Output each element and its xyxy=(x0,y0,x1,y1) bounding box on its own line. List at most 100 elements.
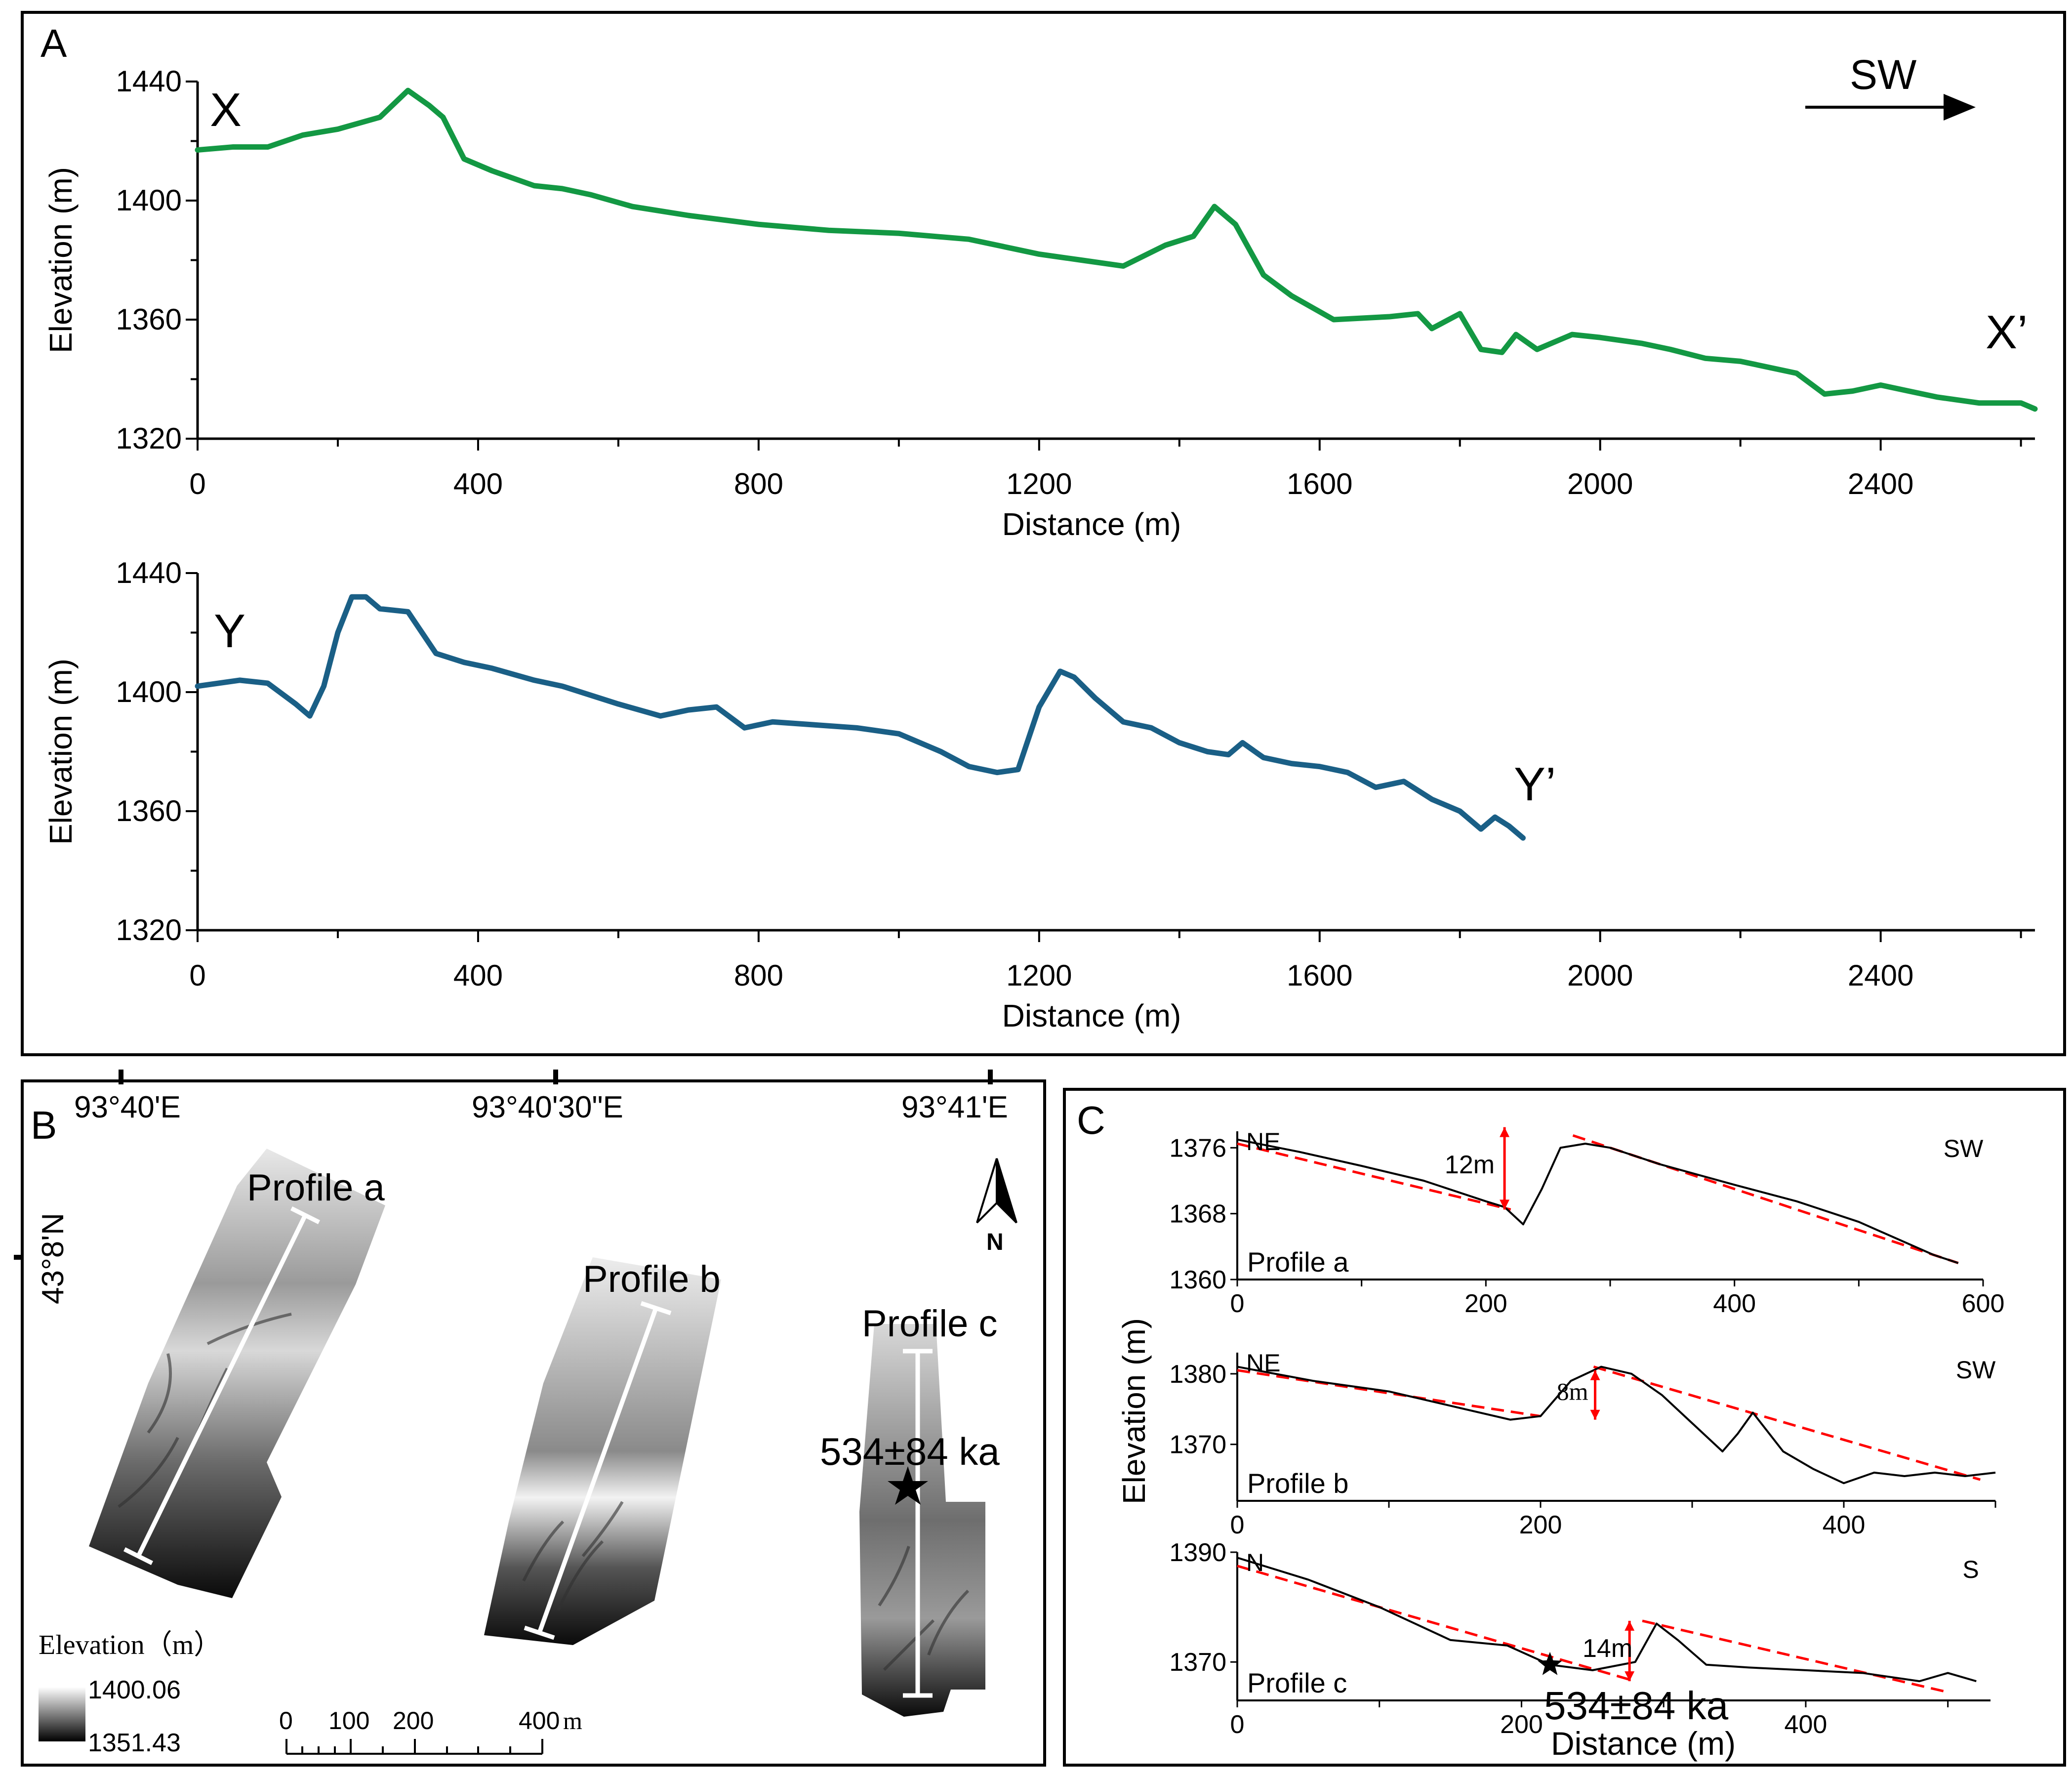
y-tick-label: 1320 xyxy=(116,913,182,947)
y-tick-label: 1368 xyxy=(1169,1200,1226,1229)
profile-name-label: Profile a xyxy=(1247,1246,1349,1278)
x-tick-label: 400 xyxy=(1713,1289,1756,1318)
x-tick-label: 2000 xyxy=(1567,959,1633,992)
profile-end-label: X’ xyxy=(1986,306,2028,359)
profile-a-chart: 1360 1368 1376 0 200 400 600 Profile a NE SW 12m xyxy=(1169,1127,2004,1318)
panel-c-frame xyxy=(1063,1088,2066,1767)
profile-line xyxy=(1237,1557,1977,1683)
legend-title: Elevation（m） xyxy=(39,1630,221,1660)
offset-label: 12m xyxy=(1445,1151,1495,1179)
y-tick-label: 1370 xyxy=(1169,1431,1226,1459)
lon-label-2: 93°40'30"E xyxy=(472,1090,623,1124)
y-tick-label: 1370 xyxy=(1169,1648,1226,1677)
profile-left-direction: NE xyxy=(1246,1349,1280,1377)
legend-min-label: 1351.43 xyxy=(88,1729,181,1757)
lat-label: 43°8'N xyxy=(36,1213,70,1304)
offset-arrowhead xyxy=(1500,1199,1510,1210)
sample-star-icon xyxy=(888,1466,928,1505)
scale-tick-400: 400 xyxy=(519,1707,560,1735)
x-tick-label: 400 xyxy=(453,467,503,500)
panel-a-frame xyxy=(21,11,2066,1056)
profile-left-direction: NE xyxy=(1246,1128,1280,1156)
lon-label-1: 93°40'E xyxy=(74,1090,181,1124)
panel-b-label: B xyxy=(31,1103,57,1147)
fit-line xyxy=(1593,1365,1981,1481)
x-tick-label: 800 xyxy=(734,467,783,500)
y-tick-label: 1400 xyxy=(116,675,182,708)
sample-star-icon xyxy=(1538,1652,1562,1675)
offset-label: 14m xyxy=(1583,1634,1632,1663)
profile-x-chart: 1320 1360 1400 1440 0 400 800 1200 1600 2000 2400 D… xyxy=(43,65,2038,542)
fit-line xyxy=(1642,1619,1949,1693)
dem-tile-c xyxy=(859,1324,985,1717)
offset-arrowhead xyxy=(1590,1370,1600,1380)
profile-a-map-label: Profile a xyxy=(247,1167,385,1209)
y-tick-label: 1440 xyxy=(116,556,182,589)
offset-arrowhead xyxy=(1500,1127,1510,1137)
profile-start-label: Y xyxy=(214,605,245,658)
profile-b-map-label: Profile b xyxy=(583,1258,721,1300)
x-tick-label: 600 xyxy=(1962,1289,2005,1318)
x-tick-label: 400 xyxy=(1785,1710,1828,1739)
offset-arrowhead xyxy=(1625,1671,1635,1682)
x-tick-label: 400 xyxy=(453,959,503,992)
map-age-label: 534±84 ka xyxy=(820,1430,1000,1473)
x-axis-label: Distance (m) xyxy=(1002,998,1181,1033)
scale-tick-200: 200 xyxy=(393,1707,434,1735)
x-tick-label: 2000 xyxy=(1567,467,1633,500)
y-tick-label: 1440 xyxy=(116,65,182,98)
x-tick-label: 200 xyxy=(1464,1289,1507,1318)
offset-arrowhead xyxy=(1625,1620,1635,1631)
profile-left-direction: N xyxy=(1246,1549,1264,1576)
profile-c-line xyxy=(903,1349,933,1698)
y-axis-label: Elevation (m) xyxy=(43,167,79,353)
profile-end-label: Y’ xyxy=(1514,758,1556,811)
profile-c-map-label: Profile c xyxy=(862,1303,998,1345)
age-label: 534±84 ka xyxy=(1544,1684,1729,1728)
y-tick-label: 1376 xyxy=(1169,1134,1226,1162)
fit-line xyxy=(1237,1369,1541,1418)
profile-y-chart: 1320 1360 1400 1440 0 400 800 1200 1600 2000 2400 D… xyxy=(43,556,2035,1033)
x-tick-label: 0 xyxy=(1230,1710,1245,1739)
panel-c-xlabel: Distance (m) xyxy=(1551,1725,1736,1762)
x-tick-label: 0 xyxy=(1230,1511,1245,1539)
dem-drainage-b xyxy=(522,1501,624,1611)
y-tick-label: 1380 xyxy=(1169,1360,1226,1389)
y-axis-label: Elevation (m) xyxy=(43,659,79,845)
panel-a-label: A xyxy=(41,21,67,65)
profile-line xyxy=(1237,1138,1959,1264)
profile-right-direction: SW xyxy=(1944,1135,1984,1162)
profile-right-direction: S xyxy=(1962,1556,1979,1583)
profile-name-label: Profile b xyxy=(1247,1468,1348,1499)
y-tick-label: 1360 xyxy=(116,303,182,336)
panel-b-frame xyxy=(21,1079,1046,1767)
legend-ramp xyxy=(39,1687,85,1741)
profile-start-label: X xyxy=(210,83,242,136)
profile-line xyxy=(1237,1365,1996,1485)
x-tick-label: 1600 xyxy=(1287,467,1352,500)
x-tick-label: 2400 xyxy=(1848,959,1913,992)
y-tick-label: 1360 xyxy=(1169,1266,1226,1294)
x-tick-label: 200 xyxy=(1500,1710,1543,1739)
x-tick-label: 1200 xyxy=(1006,959,1072,992)
x-tick-label: 800 xyxy=(734,959,783,992)
scale-bar xyxy=(285,1739,543,1755)
y-tick-label: 1400 xyxy=(116,184,182,217)
direction-label: SW xyxy=(1850,51,1916,98)
fit-line xyxy=(1237,1565,1636,1683)
legend-max-label: 1400.06 xyxy=(88,1676,181,1704)
x-tick-label: 400 xyxy=(1823,1511,1866,1539)
y-tick-label: 1360 xyxy=(116,794,182,827)
x-tick-label: 200 xyxy=(1519,1511,1562,1539)
profile-c-chart: 1370 1390 0 200 400 Profile c N S 14m 534±84 ka xyxy=(1169,1538,1991,1739)
y-tick-label: 1390 xyxy=(1169,1538,1226,1567)
profile-a-line xyxy=(123,1206,321,1566)
profile-line xyxy=(195,594,1526,841)
scale-unit: m xyxy=(563,1707,582,1735)
panel-c-label: C xyxy=(1077,1098,1105,1142)
x-tick-label: 1600 xyxy=(1287,959,1352,992)
profile-name-label: Profile c xyxy=(1247,1667,1347,1698)
lon-label-3: 93°41'E xyxy=(901,1090,1008,1124)
profile-line xyxy=(195,87,2038,412)
